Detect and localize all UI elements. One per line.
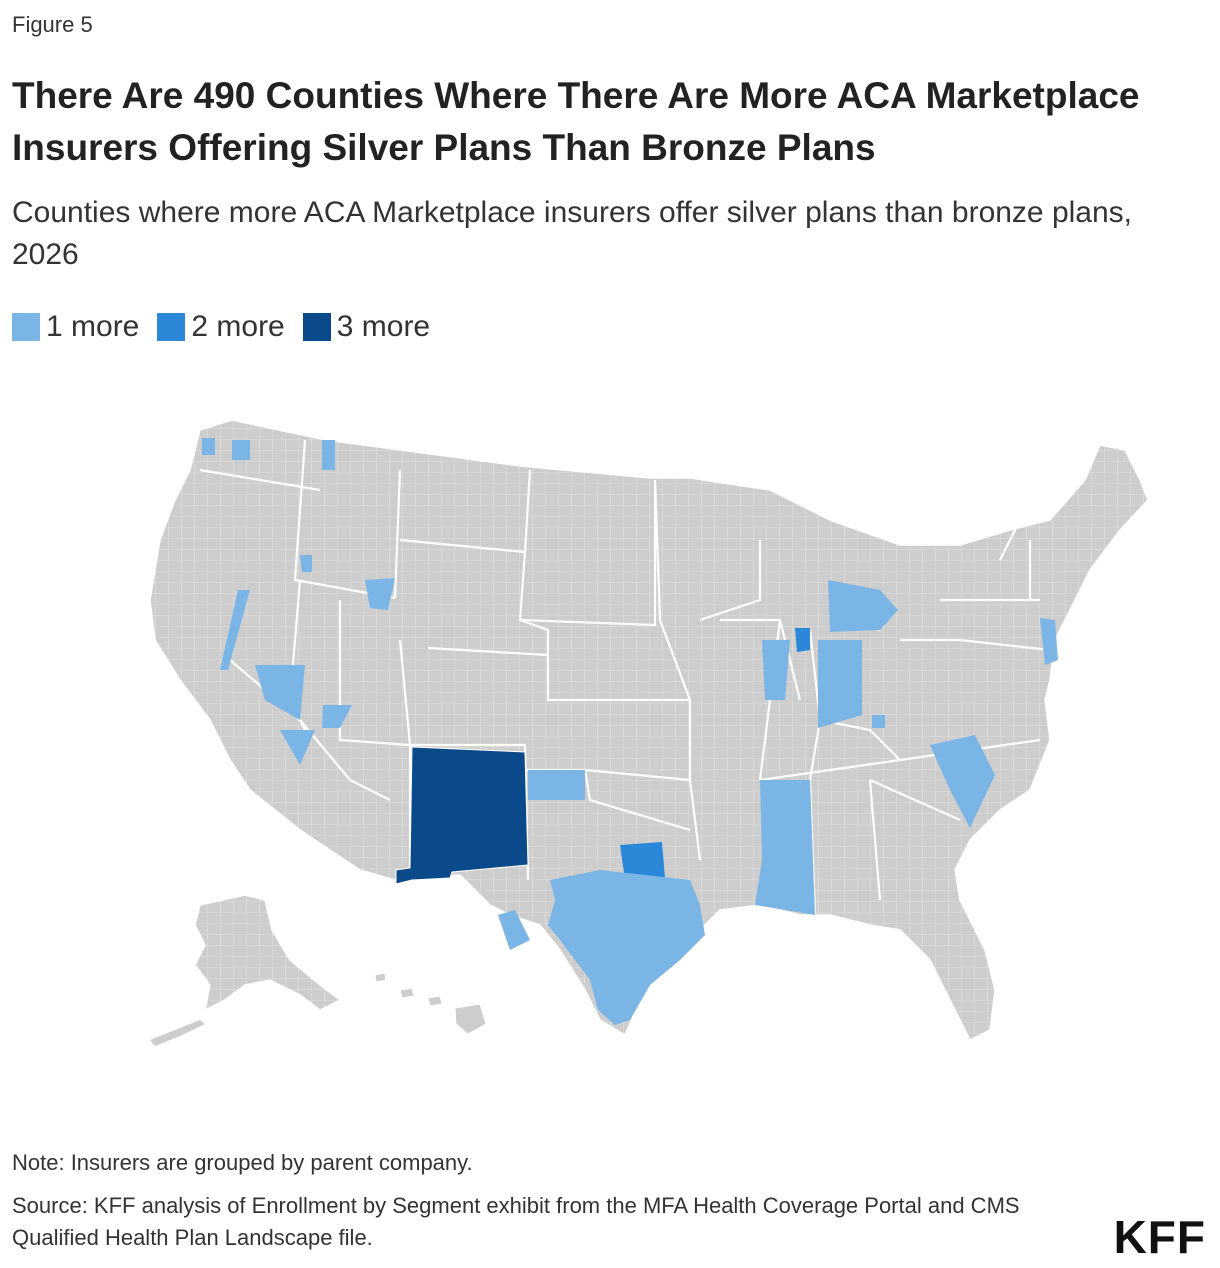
region-chicago-2-more — [795, 628, 810, 652]
region-washington-1-more — [202, 438, 335, 470]
hawaii-shape — [374, 972, 487, 1035]
aleutian-islands-shape — [150, 1020, 205, 1046]
alaska-shape — [194, 894, 342, 1012]
regions-1-more — [202, 438, 1058, 1025]
source-text: Source: KFF analysis of Enrollment by Se… — [12, 1193, 1020, 1250]
chart-title: There Are 490 Counties Where There Are M… — [12, 75, 1140, 168]
kff-logo: KFF — [1113, 1211, 1206, 1263]
legend-label-3-more: 3 more — [336, 310, 431, 343]
figure-label: Figure 5 — [12, 12, 93, 37]
legend-swatch-1-more — [12, 313, 40, 341]
note-text: Note: Insurers are grouped by parent com… — [12, 1150, 473, 1175]
region-illinois-1-more — [762, 640, 790, 700]
region-kentucky-1-more — [872, 715, 885, 728]
region-south-carolina-1-more — [930, 735, 995, 828]
region-utah-1-more — [322, 705, 352, 728]
region-mississippi-1-more — [755, 780, 815, 915]
region-texas-north-2-more — [620, 842, 665, 880]
region-nevada-1-more — [255, 665, 305, 720]
legend-swatch-2-more — [157, 313, 186, 341]
chart-subtitle: Counties where more ACA Marketplace insu… — [12, 196, 1133, 271]
us-county-map — [149, 419, 1149, 1046]
contiguous-us-shape — [149, 419, 1149, 1042]
region-new-jersey-1-more — [1040, 618, 1058, 665]
region-idaho-east-1-more — [365, 578, 395, 610]
legend-item-1-more: 1 more — [12, 310, 139, 344]
region-nevada-south-1-more — [280, 730, 315, 765]
legend-item-2-more: 2 more — [157, 310, 285, 344]
legend-item-3-more: 3 more — [302, 310, 431, 344]
region-new-mexico-3-more — [395, 746, 529, 885]
legend: 1 more 2 more 3 more — [12, 310, 448, 344]
region-texas-1-more — [548, 870, 705, 1025]
legend-label-2-more: 2 more — [191, 310, 285, 343]
region-texas-panhandle-1-more — [528, 770, 585, 800]
region-michigan-1-more — [828, 580, 898, 632]
region-oregon-east-1-more — [220, 590, 250, 670]
region-idaho-1-more — [300, 555, 312, 572]
legend-label-1-more: 1 more — [46, 310, 140, 343]
region-west-texas-1-more — [498, 910, 530, 950]
legend-swatch-3-more — [302, 313, 331, 341]
region-indiana-1-more — [818, 640, 862, 728]
